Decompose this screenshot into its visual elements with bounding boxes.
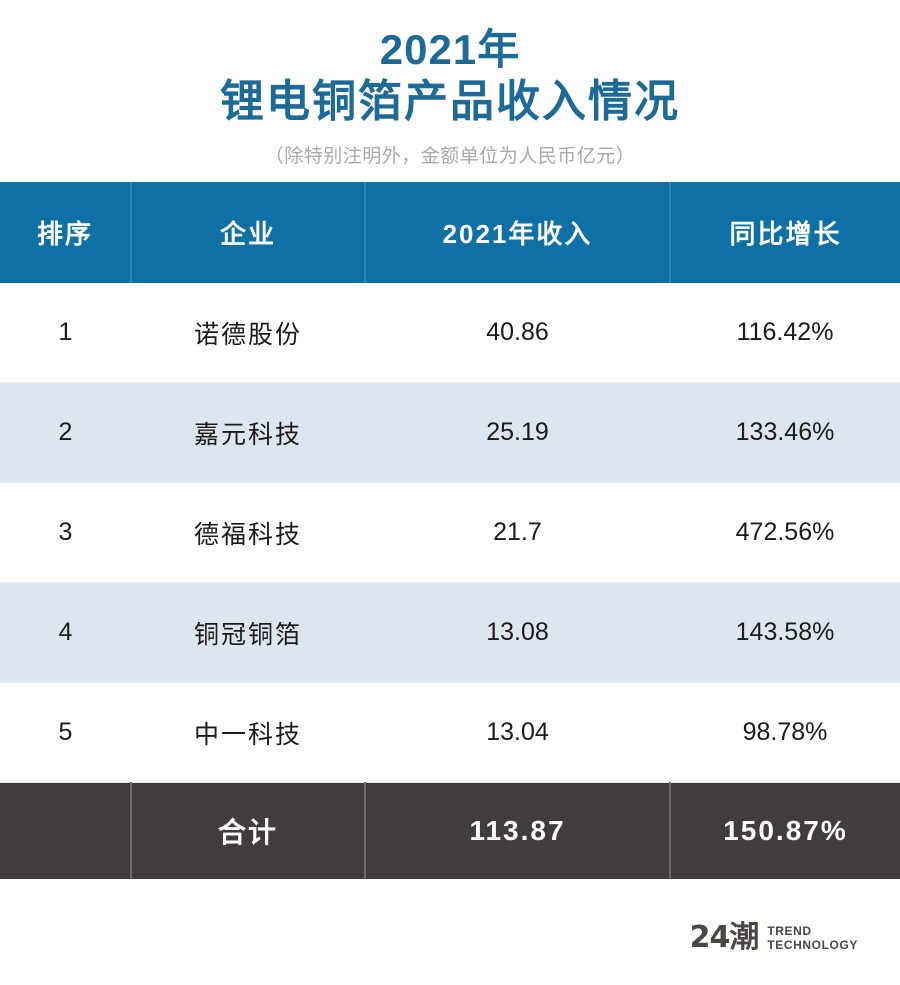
page-subtitle: （除特别注明外，金额单位为人民币亿元） <box>264 145 636 167</box>
table-row: 3 德福科技 21.7 472.56% <box>0 482 900 584</box>
cell-growth: 472.56% <box>670 482 900 584</box>
table-row: 2 嘉元科技 25.19 133.46% <box>0 382 900 484</box>
cell-growth: 133.46% <box>670 382 900 484</box>
cell-revenue: 13.08 <box>365 582 670 684</box>
cell-firm: 德福科技 <box>131 482 365 584</box>
title-block: 2021年 锂电铜箔产品收入情况 （除特别注明外，金额单位为人民币亿元） <box>0 0 900 168</box>
column-header-rank[interactable]: 排序 <box>0 181 132 283</box>
revenue-table: 排序 企业 2021年收入 同比增长 1 诺德股份 40.86 116.42% … <box>0 181 900 879</box>
cell-growth: 98.78% <box>670 682 900 784</box>
column-header-growth[interactable]: 同比增长 <box>729 218 842 249</box>
page-title-year: 2021年 <box>379 26 521 73</box>
page-title-main: 锂电铜箔产品收入情况 <box>220 76 680 126</box>
total-cell-label: 合计 <box>131 782 366 879</box>
cell-firm: 铜冠铜箔 <box>131 582 365 684</box>
total-cell-rank <box>0 782 132 879</box>
table-row: 5 中一科技 13.04 98.78% <box>0 682 900 784</box>
cell-growth: 116.42% <box>670 282 900 384</box>
cell-rank: 1 <box>0 282 131 384</box>
cell-firm: 嘉元科技 <box>131 382 365 484</box>
brand-logo-mark: 24潮 <box>689 920 760 955</box>
table-header-row: 排序 企业 2021年收入 同比增长 <box>0 181 900 283</box>
footer-logo: 24潮 TREND TECHNOLOGY <box>690 923 858 953</box>
table-total-row: 合计 113.87 150.87% <box>0 782 900 879</box>
cell-rank: 3 <box>0 482 131 584</box>
total-cell-revenue: 113.87 <box>365 782 671 879</box>
column-header-revenue[interactable]: 2021年收入 <box>365 181 671 283</box>
cell-revenue: 25.19 <box>365 382 670 484</box>
cell-firm: 诺德股份 <box>131 282 365 384</box>
cell-rank: 4 <box>0 582 131 684</box>
table-row: 1 诺德股份 40.86 116.42% <box>0 282 900 384</box>
cell-revenue: 13.04 <box>365 682 670 784</box>
brand-logo-line1: TREND <box>767 923 812 938</box>
cell-rank: 5 <box>0 682 131 784</box>
cell-rank: 2 <box>0 382 131 484</box>
brand-logo-line2: TECHNOLOGY <box>767 938 858 952</box>
total-cell-growth: 150.87% <box>723 815 848 847</box>
cell-growth: 143.58% <box>670 582 900 684</box>
brand-logo-text: TREND TECHNOLOGY <box>767 924 858 952</box>
table-row: 4 铜冠铜箔 13.08 143.58% <box>0 582 900 684</box>
column-header-firm[interactable]: 企业 <box>131 181 366 283</box>
cell-revenue: 40.86 <box>365 282 670 384</box>
cell-firm: 中一科技 <box>131 682 365 784</box>
cell-revenue: 21.7 <box>365 482 670 584</box>
